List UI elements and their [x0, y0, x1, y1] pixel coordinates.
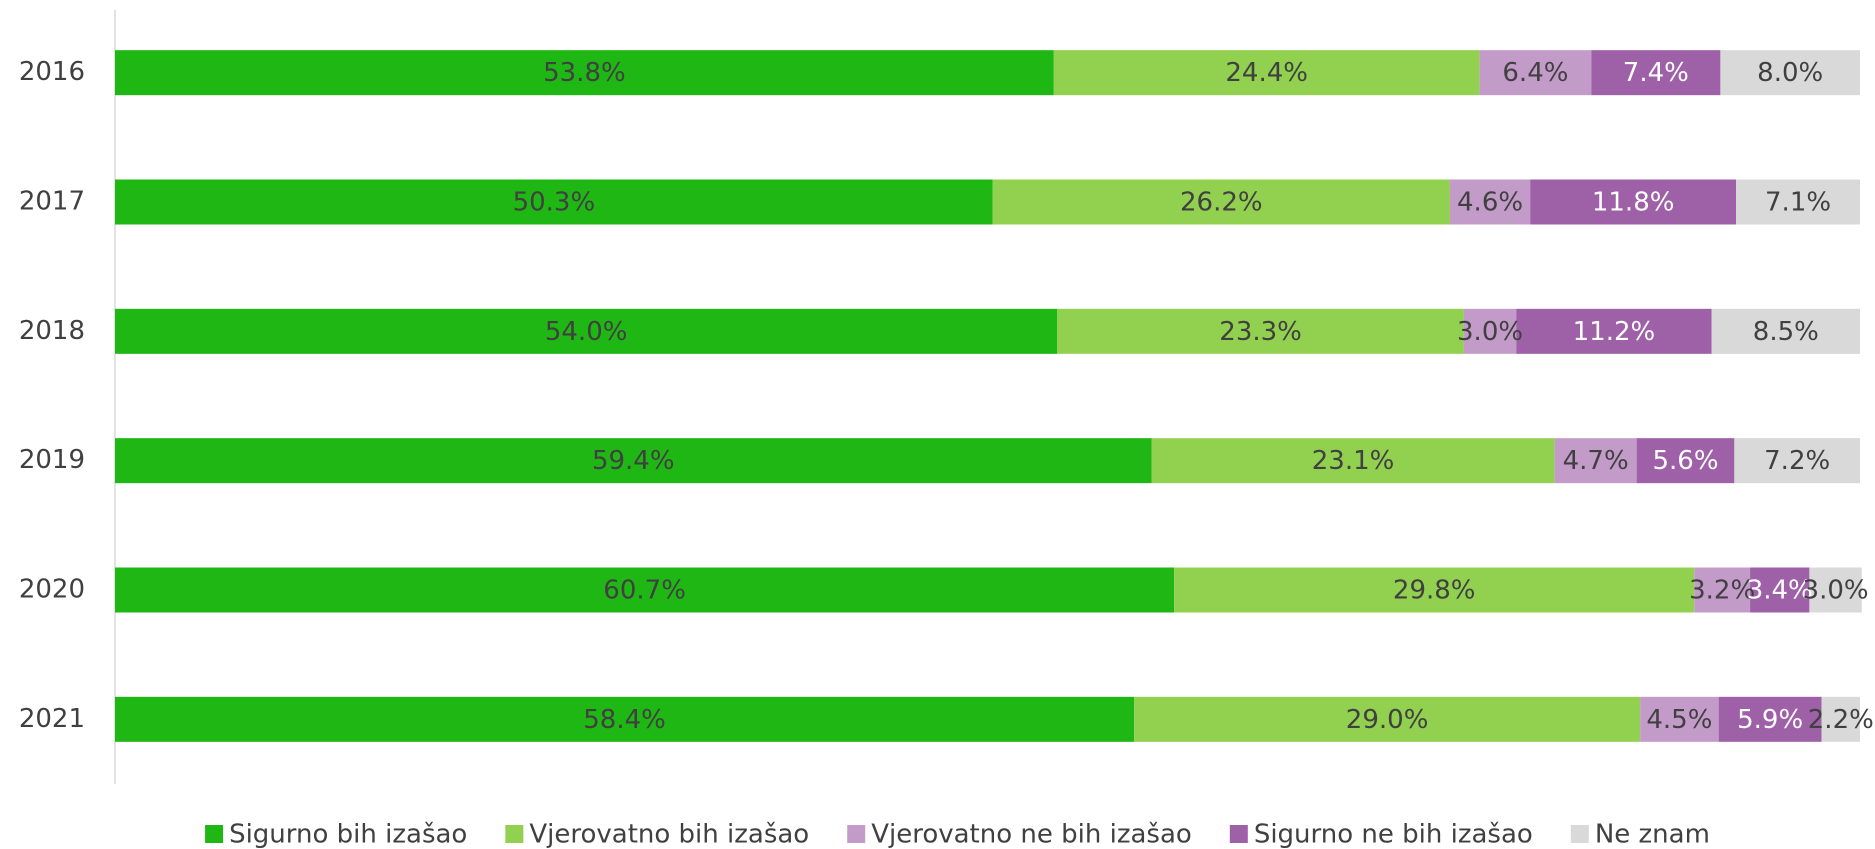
- data-label: 29.0%: [1346, 705, 1429, 735]
- data-label: 4.5%: [1646, 705, 1712, 735]
- bar-segment: [1530, 179, 1737, 225]
- legend-label: Sigurno bih izašao: [229, 820, 467, 849]
- y-tick-label: 2020: [19, 575, 85, 605]
- data-label: 11.8%: [1592, 188, 1675, 218]
- data-label: 5.6%: [1652, 446, 1718, 476]
- y-tick-label: 2017: [19, 187, 85, 217]
- bar-segment: [115, 696, 1135, 742]
- bar-segment: [1057, 308, 1464, 354]
- legend-label: Ne znam: [1595, 820, 1710, 849]
- bar-segment: [115, 438, 1152, 484]
- data-label: 8.0%: [1757, 58, 1823, 88]
- bar-segment: [1479, 50, 1592, 96]
- bar-segment: [1809, 567, 1862, 613]
- data-label: 3.0%: [1457, 317, 1523, 347]
- data-label: 3.0%: [1803, 576, 1869, 606]
- bar-segment: [115, 179, 993, 225]
- legend-swatch: [847, 825, 866, 843]
- bar-segment: [1053, 50, 1480, 96]
- bar-segment: [1711, 308, 1860, 354]
- data-label: 29.8%: [1393, 576, 1476, 606]
- y-tick-label: 2018: [19, 316, 85, 346]
- legend-swatch: [505, 825, 524, 843]
- data-label: 3.2%: [1689, 576, 1755, 606]
- y-tick-label: 2016: [19, 57, 85, 87]
- legend: Sigurno bih izašao Vjerovatno bih izašao V…: [205, 820, 1710, 849]
- legend-label: Vjerovatno bih izašao: [529, 820, 809, 849]
- data-label: 26.2%: [1180, 188, 1263, 218]
- data-label: 60.7%: [603, 576, 686, 606]
- bar-segment: [1636, 438, 1735, 484]
- data-label: 58.4%: [583, 705, 666, 735]
- bar-segment: [1718, 696, 1822, 742]
- data-label: 50.3%: [513, 188, 596, 218]
- data-label: 7.2%: [1764, 446, 1830, 476]
- bar-segment: [1640, 696, 1719, 742]
- legend-swatch: [1570, 825, 1589, 843]
- bar-segment: [115, 567, 1175, 613]
- bar-segment: [1694, 567, 1751, 613]
- data-label: 11.2%: [1573, 317, 1656, 347]
- bar-segment: [1463, 308, 1517, 354]
- bar-segment: [1591, 50, 1721, 96]
- legend-swatch: [1229, 825, 1248, 843]
- bar-segment: [1134, 696, 1641, 742]
- bar-segment: [1720, 50, 1860, 96]
- legend-label: Sigurno ne bih izašao: [1254, 820, 1533, 849]
- bar-segment: [115, 50, 1054, 96]
- bar-segment: [1750, 567, 1810, 613]
- data-label: 23.1%: [1312, 446, 1395, 476]
- bar-segment: [1174, 567, 1695, 613]
- data-label: 7.4%: [1623, 58, 1689, 88]
- data-label: 7.1%: [1765, 188, 1831, 218]
- bar-segment: [1734, 438, 1860, 484]
- data-label: 23.3%: [1219, 317, 1302, 347]
- bar-segment: [992, 179, 1450, 225]
- data-label: 4.6%: [1457, 188, 1523, 218]
- bar-segment: [1449, 179, 1531, 225]
- data-label: 3.4%: [1747, 576, 1813, 606]
- y-tick-label: 2021: [19, 704, 85, 734]
- data-label: 8.5%: [1753, 317, 1819, 347]
- data-label: 53.8%: [543, 58, 626, 88]
- y-tick-label: 2019: [19, 445, 85, 475]
- bar-segment: [115, 308, 1058, 354]
- data-label: 59.4%: [592, 446, 675, 476]
- data-label: 2.2%: [1808, 705, 1874, 735]
- bar-segment: [1821, 696, 1860, 742]
- data-label: 5.9%: [1737, 705, 1803, 735]
- data-label: 6.4%: [1502, 58, 1568, 88]
- bar-segment: [1516, 308, 1712, 354]
- data-label: 54.0%: [545, 317, 628, 347]
- data-label: 4.7%: [1563, 446, 1629, 476]
- data-label: 24.4%: [1225, 58, 1308, 88]
- legend-label: Vjerovatno ne bih izašao: [871, 820, 1192, 849]
- bar-segment: [1736, 179, 1860, 225]
- legend-swatch: [205, 825, 224, 843]
- bar-segment: [1554, 438, 1637, 484]
- bar-segment: [1151, 438, 1555, 484]
